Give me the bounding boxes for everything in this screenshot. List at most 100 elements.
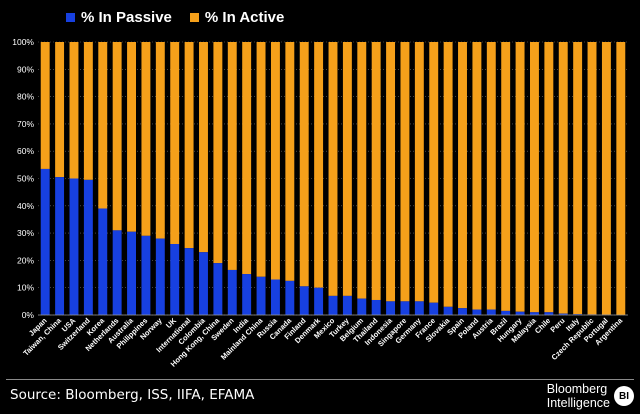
bar-active <box>544 42 554 313</box>
bar-active <box>256 42 266 277</box>
y-tick-label: 60% <box>17 146 34 156</box>
bar-active <box>458 42 467 309</box>
bar-passive <box>299 286 309 315</box>
chart-area: 0% 10% 20% 30% 40% 50% 60% 70% 80% 90% 100% Japan Ta… <box>12 9 628 369</box>
bar-active <box>141 42 151 236</box>
bar-passive <box>501 310 511 315</box>
bar-active <box>184 42 194 249</box>
bar-passive <box>285 280 295 315</box>
bar-passive <box>184 248 194 315</box>
bar-active <box>400 42 410 302</box>
bar-passive <box>69 178 79 315</box>
y-tick-label: 70% <box>17 119 34 129</box>
bar-active <box>515 42 525 312</box>
bar-passive <box>414 301 424 315</box>
y-tick-label: 30% <box>17 228 34 238</box>
bar-passive <box>342 295 352 315</box>
bar-passive <box>357 298 367 315</box>
bar-active <box>242 42 252 275</box>
bar-passive <box>213 263 223 315</box>
bar-active <box>386 42 396 302</box>
y-tick-label: 10% <box>17 283 34 293</box>
y-tick-label: 90% <box>17 64 34 74</box>
brand-line-1: Bloomberg <box>546 382 608 396</box>
x-tick-label: Peru <box>548 316 566 334</box>
bar-passive <box>544 312 554 315</box>
bar-passive <box>443 306 453 315</box>
bar-active <box>55 42 65 178</box>
bar-active <box>616 42 626 315</box>
bar-passive <box>155 238 165 315</box>
legend: % In Passive % In Active <box>66 9 284 26</box>
footer-divider <box>6 379 634 380</box>
legend-label-passive: % In Passive <box>81 9 172 26</box>
bar-active <box>83 42 93 180</box>
bar-active <box>530 42 539 313</box>
bar-passive <box>55 177 65 315</box>
bar-passive <box>400 301 410 315</box>
bar-passive <box>458 308 467 315</box>
bar-active <box>98 42 108 209</box>
bar-passive <box>98 208 108 315</box>
bar-passive <box>112 230 122 315</box>
bar-active <box>127 42 136 232</box>
bar-active <box>170 42 180 245</box>
legend-label-active: % In Active <box>204 9 285 26</box>
bar-active <box>314 42 324 288</box>
bar-active <box>285 42 295 281</box>
bar-active <box>357 42 367 299</box>
bar-active <box>40 42 50 169</box>
bar-passive <box>328 295 338 315</box>
bar-active <box>558 42 568 314</box>
bar-passive <box>127 231 136 315</box>
bar-active <box>69 42 79 179</box>
bar-passive <box>40 168 50 315</box>
bar-active <box>472 42 482 310</box>
bar-passive <box>256 276 266 315</box>
brand-wordmark: Bloomberg Intelligence <box>547 382 610 410</box>
bar-passive <box>573 314 583 315</box>
bar-passive <box>141 235 151 315</box>
bar-passive <box>530 312 539 315</box>
legend-item-active: % In Active <box>189 9 285 26</box>
y-tick-label: 50% <box>17 174 34 184</box>
bar-passive <box>472 309 482 315</box>
bar-active <box>414 42 424 302</box>
brand-logo-icon: BI <box>614 386 634 406</box>
legend-swatch-passive <box>66 13 75 22</box>
bar-active <box>155 42 165 239</box>
bar-passive <box>486 309 496 315</box>
bar-passive <box>558 313 568 315</box>
bar-active <box>486 42 496 310</box>
bar-passive <box>270 279 280 315</box>
bar-active <box>429 42 439 303</box>
bar-active <box>601 42 611 315</box>
brand-line-2: Intelligence <box>546 396 610 410</box>
bar-passive <box>227 269 237 315</box>
bar-active <box>443 42 453 307</box>
bar-active <box>299 42 309 287</box>
y-tick-label: 40% <box>17 201 34 211</box>
bar-passive <box>429 302 439 315</box>
bar-passive <box>371 299 381 315</box>
y-tick-label: 80% <box>17 92 34 102</box>
bar-active <box>342 42 352 296</box>
bar-active <box>371 42 381 300</box>
bar-active <box>587 42 597 315</box>
bar-active <box>270 42 280 280</box>
legend-swatch-active <box>189 13 199 22</box>
y-tick-label: 100% <box>12 37 34 47</box>
bar-passive <box>314 287 324 315</box>
bar-passive <box>515 311 525 315</box>
bar-active <box>199 42 208 253</box>
y-tick-label: 0% <box>22 310 35 320</box>
bar-passive <box>83 179 93 315</box>
bar-active <box>213 42 223 264</box>
bar-passive <box>242 274 252 315</box>
bar-passive <box>199 252 208 315</box>
bar-passive <box>170 244 180 315</box>
bar-passive <box>386 301 396 315</box>
source-note: Source: Bloomberg, ISS, IIFA, EFAMA <box>10 387 255 403</box>
bar-active <box>112 42 122 231</box>
bar-active <box>328 42 338 296</box>
